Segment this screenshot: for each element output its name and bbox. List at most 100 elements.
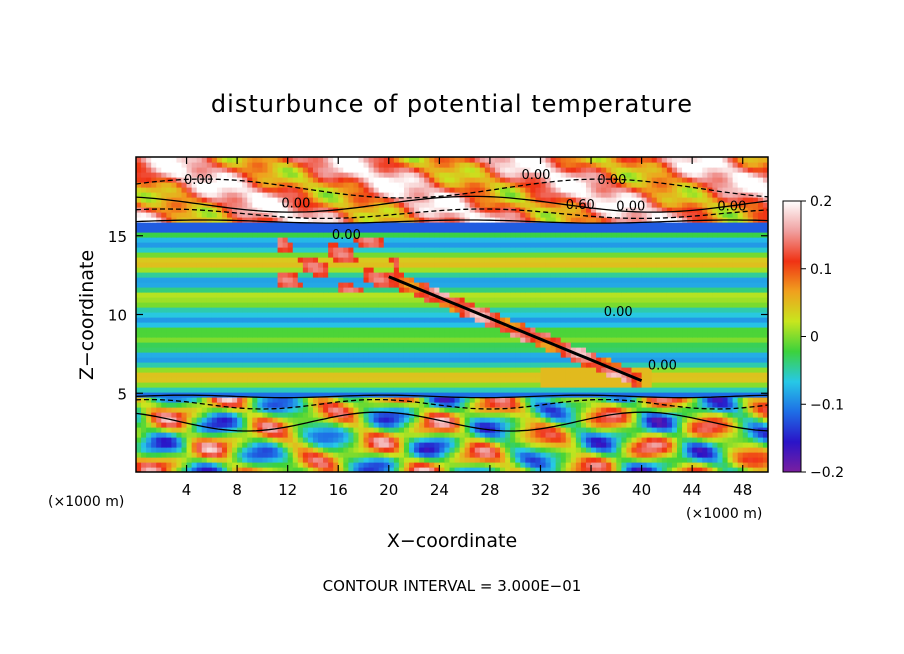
heatmap-cell [262,382,269,388]
heatmap-cell [641,467,648,472]
heatmap-cell [136,377,142,383]
heatmap-cell [353,467,360,472]
heatmap-cell [186,437,193,443]
heatmap-cell [191,442,198,448]
heatmap-cell [171,452,178,458]
heatmap-cell [469,272,476,278]
heatmap-cell [434,352,440,358]
heatmap-cell [383,352,390,358]
heatmap-cell [419,422,425,428]
heatmap-cell [136,417,142,423]
heatmap-cell [444,312,451,318]
heatmap-cell [156,297,162,303]
heatmap-cell [434,292,440,298]
heatmap-cell [520,342,526,348]
heatmap-cell [596,402,602,408]
heatmap-cell [292,287,299,293]
heatmap-cell [297,322,304,328]
heatmap-cell [449,272,456,278]
heatmap-cell [216,372,223,378]
heatmap-cell [277,462,284,468]
heatmap-cell [287,387,294,393]
heatmap-cell [176,357,183,363]
heatmap-cell [596,457,602,463]
heatmap-cell [687,287,693,293]
heatmap-cell [161,447,167,453]
heatmap-cell [676,287,683,293]
heatmap-cell [656,422,663,428]
heatmap-cell [358,327,365,333]
heatmap-cell [616,362,622,368]
heatmap-cell [358,457,365,463]
heatmap-cell [409,322,415,328]
heatmap-cell [661,297,668,303]
heatmap-cell [302,292,309,298]
heatmap-cell [328,292,334,298]
heatmap-cell [287,412,294,418]
heatmap-cell [484,312,491,318]
heatmap-cell [287,462,294,468]
heatmap-cell [201,337,208,343]
heatmap-cell [560,317,567,323]
heatmap-cell [545,277,552,283]
heatmap-cell [762,317,768,323]
heatmap-cell [146,327,152,333]
heatmap-cell [651,352,658,358]
heatmap-cell [206,272,213,278]
heatmap-cell [687,282,693,288]
heatmap-cell [252,397,258,403]
heatmap-cell [747,337,754,343]
heatmap-cell [616,277,622,283]
heatmap-cell [211,287,218,293]
heatmap-cell [626,312,633,318]
heatmap-cell [575,427,582,433]
heatmap-cell [267,342,274,348]
heatmap-cell [161,362,167,368]
heatmap-cell [161,417,167,423]
heatmap-cell [575,307,582,313]
heatmap-cell [702,382,708,388]
heatmap-cell [747,312,754,318]
heatmap-cell [712,452,719,458]
heatmap-cell [732,442,739,448]
heatmap-cell [156,377,162,383]
heatmap-cell [601,282,607,288]
heatmap-cell [712,432,719,438]
heatmap-cell [211,337,218,343]
heatmap-cell [621,287,628,293]
heatmap-cell [454,277,461,283]
heatmap-cell [383,332,390,338]
heatmap-cell [272,442,279,448]
heatmap-cell [403,352,410,358]
heatmap-cell [616,287,622,293]
heatmap-cell [383,297,390,303]
heatmap-cell [237,342,243,348]
heatmap-cell [353,427,360,433]
heatmap-cell [454,282,461,288]
heatmap-cell [368,422,375,428]
heatmap-cell [500,432,506,438]
heatmap-cell [419,372,425,378]
heatmap-cell [737,407,744,413]
heatmap-cell [651,272,658,278]
heatmap-cell [449,297,456,303]
heatmap-cell [732,337,739,343]
heatmap-cell [687,322,693,328]
heatmap-cell [166,372,172,378]
heatmap-cell [181,467,188,472]
heatmap-cell [348,402,355,408]
heatmap-cell [232,357,238,363]
heatmap-cell [262,292,269,298]
heatmap-cell [676,347,683,353]
heatmap-cell [646,287,653,293]
heatmap-cell [252,412,258,418]
heatmap-cell [196,352,203,358]
heatmap-cell [596,277,602,283]
heatmap-cell [141,407,147,413]
heatmap-cell [414,412,420,418]
heatmap-cell [414,457,420,463]
heatmap-cell [358,332,365,338]
heatmap-cell [707,347,713,353]
heatmap-cell [702,292,708,298]
heatmap-cell [307,437,314,443]
